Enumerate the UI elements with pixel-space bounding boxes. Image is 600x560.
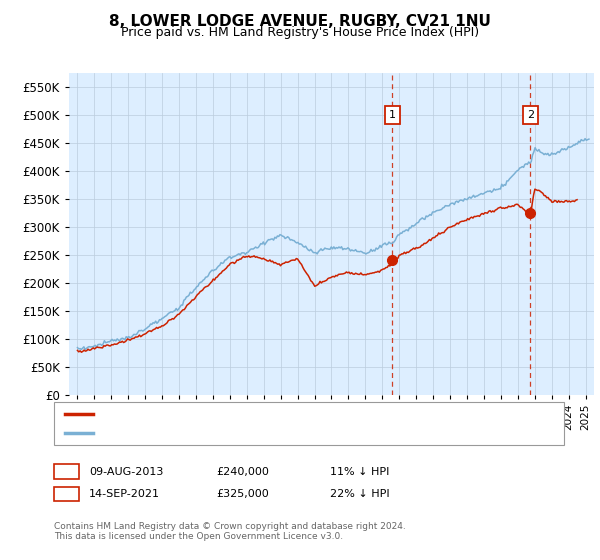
Text: Price paid vs. HM Land Registry's House Price Index (HPI): Price paid vs. HM Land Registry's House … [121,26,479,39]
Text: 09-AUG-2013: 09-AUG-2013 [89,466,163,477]
Text: 8, LOWER LODGE AVENUE, RUGBY, CV21 1NU (detached house): 8, LOWER LODGE AVENUE, RUGBY, CV21 1NU (… [100,409,432,419]
Text: 14-SEP-2021: 14-SEP-2021 [89,489,160,499]
Text: 1: 1 [63,466,70,477]
Text: 11% ↓ HPI: 11% ↓ HPI [330,466,389,477]
Text: £325,000: £325,000 [216,489,269,499]
Text: HPI: Average price, detached house, Rugby: HPI: Average price, detached house, Rugb… [100,428,326,438]
Text: 8, LOWER LODGE AVENUE, RUGBY, CV21 1NU: 8, LOWER LODGE AVENUE, RUGBY, CV21 1NU [109,14,491,29]
Text: 2: 2 [527,110,534,120]
Text: £240,000: £240,000 [216,466,269,477]
Text: Contains HM Land Registry data © Crown copyright and database right 2024.
This d: Contains HM Land Registry data © Crown c… [54,522,406,542]
Text: 22% ↓ HPI: 22% ↓ HPI [330,489,389,499]
Text: 2: 2 [63,489,70,499]
Text: 1: 1 [389,110,396,120]
